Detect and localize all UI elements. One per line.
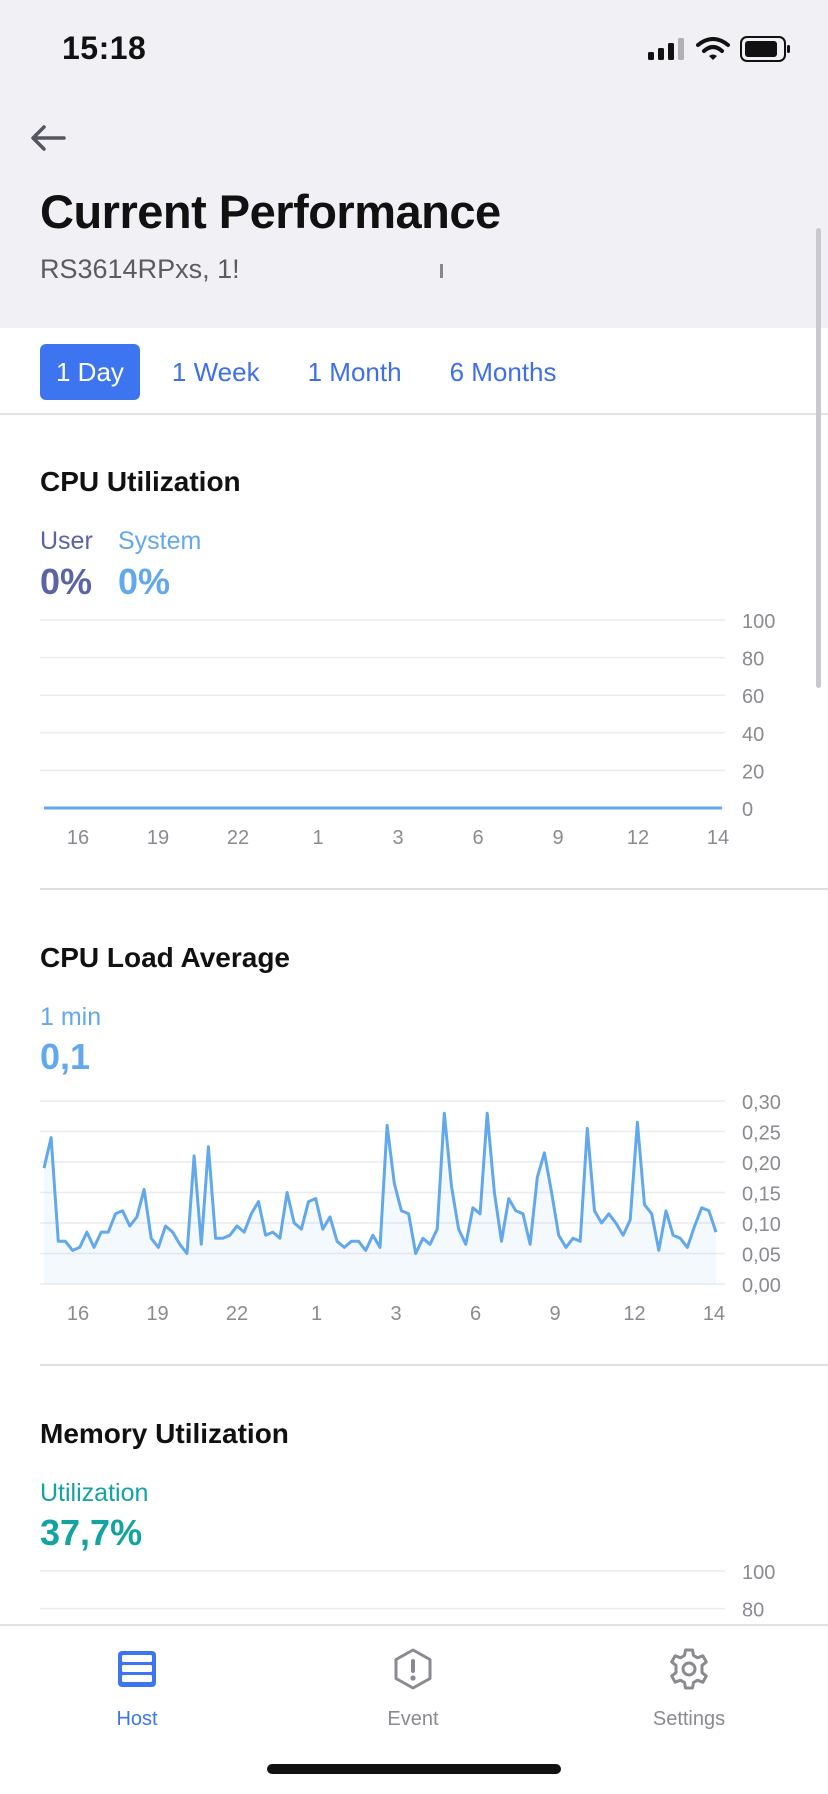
y-tick-label: 0,30 <box>742 1092 781 1114</box>
home-indicator <box>267 1764 561 1774</box>
arrow-left-icon <box>31 125 66 151</box>
x-tick-label: 3 <box>392 827 403 849</box>
section-divider <box>40 1364 828 1366</box>
x-tick-label: 19 <box>146 1303 168 1325</box>
x-tick-label: 6 <box>470 1303 481 1325</box>
status-time: 15:18 <box>62 30 147 66</box>
redacted-area <box>238 256 448 288</box>
y-tick-label: 0,05 <box>742 1245 781 1267</box>
x-tick-label: 12 <box>623 1303 645 1325</box>
y-tick-label: 100 <box>742 1562 775 1584</box>
tab-1-week[interactable]: 1 Week <box>171 357 260 387</box>
x-tick-label: 14 <box>707 827 729 849</box>
y-tick-label: 40 <box>742 724 764 746</box>
x-tick-label: 12 <box>627 827 649 849</box>
x-tick-label: 1 <box>311 1303 322 1325</box>
memory-util-value: 37,7% <box>40 1512 143 1553</box>
y-tick-label: 0,00 <box>742 1275 781 1297</box>
redaction-mark <box>440 264 443 278</box>
y-tick-label: 80 <box>742 1600 764 1622</box>
x-tick-label: 6 <box>472 827 483 849</box>
y-tick-label: 0,15 <box>742 1184 781 1206</box>
cpu-utilization-title: CPU Utilization <box>40 466 241 497</box>
scrollbar[interactable] <box>816 228 821 688</box>
y-tick-label: 60 <box>742 686 764 708</box>
x-tick-label: 9 <box>549 1303 560 1325</box>
memory-utilization-chart: 100 80 <box>40 1562 775 1622</box>
tabbar-settings[interactable]: Settings <box>609 1644 769 1731</box>
y-tick-label: 20 <box>742 761 764 783</box>
range-tabs: 1 Day 1 Week 1 Month 6 Months <box>40 344 573 400</box>
tab-1-month[interactable]: 1 Month <box>307 357 402 387</box>
alert-octagon-icon <box>394 1648 432 1690</box>
status-icons <box>648 34 792 64</box>
tab-1-day[interactable]: 1 Day <box>40 344 140 400</box>
y-tick-label: 0 <box>742 799 753 821</box>
x-tick-label: 16 <box>67 827 89 849</box>
x-tick-label: 22 <box>226 1303 248 1325</box>
x-tick-label: 14 <box>703 1303 725 1325</box>
y-tick-label: 0,10 <box>742 1214 781 1236</box>
y-tick-label: 0,25 <box>742 1123 781 1145</box>
y-tick-label: 100 <box>742 611 775 633</box>
memory-util-label: Utilization <box>40 1479 149 1507</box>
cpu-load-chart: 0,30 0,25 0,20 0,15 0,10 0,05 0,00 16 19 22 1 3 6 9 12… <box>40 1092 781 1325</box>
wifi-icon <box>696 37 730 60</box>
x-tick-label: 22 <box>227 827 249 849</box>
tabs-divider <box>0 413 828 415</box>
series-area <box>44 1113 716 1284</box>
device-name: RS3614RPxs, 1! <box>40 254 240 284</box>
cpu-load-title: CPU Load Average <box>40 942 290 973</box>
tabbar-settings-label: Settings <box>652 1708 726 1730</box>
load-1min-value: 0,1 <box>40 1036 91 1077</box>
tabbar-host-label: Host <box>116 1708 158 1730</box>
gear-icon <box>670 1648 708 1690</box>
y-tick-label: 80 <box>742 649 764 671</box>
section-divider <box>40 888 828 890</box>
x-tick-label: 16 <box>67 1303 89 1325</box>
user-label: User <box>40 527 93 555</box>
tabbar-host[interactable]: Host <box>57 1644 217 1731</box>
back-button[interactable] <box>28 118 68 158</box>
load-1min-label: 1 min <box>40 1003 102 1031</box>
tab-6-months[interactable]: 6 Months <box>449 357 557 387</box>
memory-utilization-title: Memory Utilization <box>40 1418 289 1449</box>
system-value: 0% <box>118 561 171 602</box>
cpu-utilization-chart: 100 80 60 40 20 0 16 19 22 1 3 6 9 12 14 <box>40 611 775 849</box>
user-value: 0% <box>40 561 93 602</box>
system-label: System <box>118 527 202 555</box>
cellular-signal-icon <box>648 38 684 60</box>
battery-icon <box>740 36 790 62</box>
x-tick-label: 9 <box>552 827 563 849</box>
tabbar-event[interactable]: Event <box>333 1644 493 1731</box>
page-title: Current Performance <box>40 185 501 238</box>
server-icon <box>118 1651 156 1687</box>
x-tick-label: 3 <box>390 1303 401 1325</box>
tabbar-event-label: Event <box>387 1708 439 1730</box>
x-tick-label: 19 <box>147 827 169 849</box>
y-tick-label: 0,20 <box>742 1153 781 1175</box>
series-line <box>42 1111 718 1255</box>
x-tick-label: 1 <box>312 827 323 849</box>
